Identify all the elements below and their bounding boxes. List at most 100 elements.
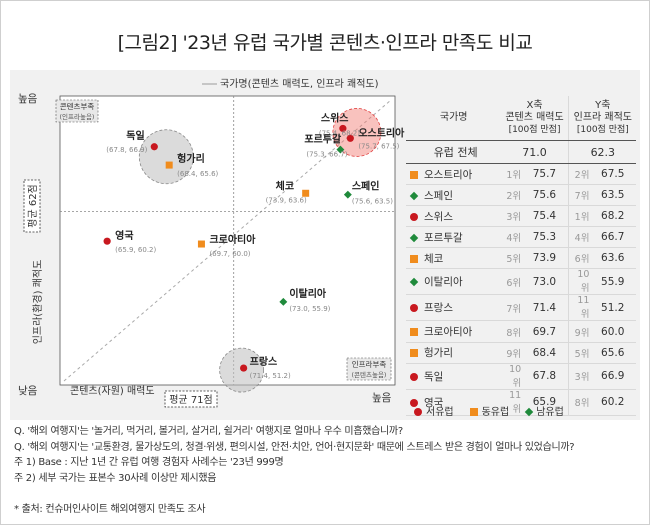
row-y-value: 68.2 [589, 205, 636, 228]
point-value-크로아티아: (69.7, 60.0) [209, 250, 250, 258]
row-y-rank: 3위 [569, 363, 590, 390]
row-y-rank: 7위 [569, 184, 590, 207]
legend: 서유럽 동유럽 남유럽 [414, 403, 580, 418]
point-value-스페인: (75.6, 63.5) [352, 198, 393, 206]
table-row: 포르투갈 4위 75.3 4위 66.7 [406, 226, 636, 249]
row-x-rank: 6위 [501, 268, 522, 296]
point-스위스 [339, 124, 347, 133]
notes: Q. '해외 여행지'는 '놀거리, 먹거리, 볼거리, 살거리, 쉴거리' 여… [14, 424, 644, 486]
row-sep [567, 320, 570, 343]
row-sep [567, 363, 570, 390]
row-country: 크로아티아 [406, 320, 502, 343]
row-y-rank: 4위 [569, 226, 590, 249]
row-sep [567, 294, 570, 322]
point-value-헝가리: (68.4, 65.6) [177, 170, 218, 178]
row-x-value: 71.4 [521, 294, 569, 322]
row-x-rank: 4위 [501, 226, 522, 249]
row-country-name: 헝가리 [424, 347, 453, 360]
point-label-오스트리아: 오스트리아 [358, 126, 405, 139]
point-value-프랑스: (71.4, 51.2) [250, 372, 291, 380]
row-sep [567, 184, 570, 207]
table-row: 프랑스 7위 71.4 11위 51.2 [406, 294, 636, 322]
header-country: 국가명 [406, 96, 502, 141]
legend-label: 서유럽 [426, 407, 454, 418]
table-average-row: 유럽 전체 71.0 62.3 [406, 140, 636, 164]
row-x-value: 75.4 [521, 205, 569, 228]
row-y-rank: 8위 [569, 389, 590, 416]
header-y-scale: [100점 만점] [576, 125, 629, 135]
row-country-name: 독일 [424, 370, 444, 383]
header-y-axis: Y축 [595, 100, 611, 111]
point-영국 [103, 237, 111, 245]
x-axis-high-label: 높음 [372, 392, 392, 404]
source-note: * 출처: 컨슈머인사이트 해외여행지 만족도 조사 [14, 504, 206, 515]
row-country: 스페인 [406, 184, 502, 207]
legend-label: 동유럽 [481, 407, 510, 418]
header-x: X축 콘텐츠 매력도 [100점 만점] [501, 96, 569, 141]
point-label-이탈리아: 이탈리아 [289, 287, 327, 300]
corner-tag-top-left-line1: 콘텐츠부족 [60, 101, 95, 111]
legend-marker-icon [469, 408, 478, 416]
row-marker-icon [410, 372, 418, 381]
row-x-value: 75.6 [521, 184, 569, 207]
header-x-axis: X축 [526, 100, 543, 111]
row-x-value: 73.9 [521, 247, 569, 270]
row-y-value: 51.2 [589, 294, 636, 322]
point-label-크로아티아: 크로아티아 [209, 233, 256, 246]
point-label-프랑스: 프랑스 [250, 356, 278, 368]
row-x-rank: 9위 [501, 342, 522, 364]
point-label-스페인: 스페인 [352, 180, 380, 193]
y-axis-title: 인프라(환경) 쾌적도 [31, 260, 44, 345]
row-country-name: 프랑스 [424, 302, 453, 315]
row-x-rank: 2위 [501, 184, 522, 207]
row-marker-icon [410, 349, 418, 358]
point-오스트리아 [346, 134, 354, 142]
legend-marker-icon [524, 407, 534, 417]
row-y-rank: 9위 [569, 320, 590, 343]
corner-tag-top-left-line2: (인프라높음) [60, 112, 95, 121]
row-x-value: 75.3 [521, 226, 569, 249]
header-y-title: 인프라 쾌적도 [573, 112, 633, 123]
row-sep [567, 247, 570, 270]
header-x-scale: [100점 만점] [508, 125, 561, 135]
row-x-rank: 10위 [501, 363, 522, 390]
note-2: Q. '해외 여행지'는 '교통환경, 물가상도의, 청결·위생, 편의시설, … [14, 441, 575, 453]
row-y-rank: 2위 [569, 163, 590, 186]
y-average-label: 평균 62점 [27, 184, 39, 228]
point-헝가리 [165, 161, 173, 169]
row-country: 포르투갈 [406, 226, 502, 249]
row-x-value: 73.0 [521, 268, 569, 296]
figure-title: [그림2] '23년 유럽 국가별 콘텐츠·인프라 만족도 비교 [117, 32, 533, 54]
table-row: 이탈리아 6위 73.0 10위 55.9 [406, 268, 636, 296]
point-value-스위스: (75.4, 68.2) [319, 129, 360, 137]
table-row: 체코 5위 73.9 6위 63.6 [406, 247, 636, 270]
row-country: 이탈리아 [406, 268, 502, 296]
highlight-스위스 [332, 108, 382, 157]
average-y: 62.3 [569, 140, 636, 164]
row-marker-icon [410, 212, 418, 221]
row-country-name: 포르투갈 [424, 231, 463, 244]
row-marker-icon [410, 328, 418, 337]
row-x-rank: 5위 [501, 247, 522, 270]
table-row: 독일 10위 67.8 3위 66.9 [406, 363, 636, 390]
point-이탈리아 [279, 297, 288, 306]
x-axis-title: 콘텐츠(자원) 매력도 [70, 385, 155, 397]
y-axis-low-label: 낮음 [18, 385, 38, 397]
legend-item: 동유럽 [469, 407, 518, 418]
table-header-row: 국가명 X축 콘텐츠 매력도 [100점 만점] Y축 인프라 쾌적도 [100… [406, 96, 636, 141]
point-value-오스트리아: (75.7, 67.5) [358, 142, 399, 150]
highlight-독일 [138, 129, 194, 185]
point-label-헝가리: 헝가리 [177, 152, 205, 165]
row-y-value: 60.0 [589, 320, 636, 343]
note-1: Q. '해외 여행지'는 '놀거리, 먹거리, 볼거리, 살거리, 쉴거리' 여… [14, 426, 403, 437]
row-marker-icon [410, 254, 418, 263]
row-y-value: 63.6 [589, 247, 636, 270]
row-country: 체코 [406, 247, 502, 270]
note-4: 주 2) 세부 국가는 표본수 30사례 이상만 제시했음 [14, 472, 217, 484]
point-value-이탈리아: (73.0, 55.9) [289, 305, 330, 313]
row-x-value: 65.9 [521, 389, 569, 416]
row-marker-icon [409, 233, 419, 243]
row-country: 헝가리 [406, 342, 502, 364]
legend-item: 남유럽 [524, 407, 572, 418]
row-country-name: 체코 [424, 252, 444, 265]
